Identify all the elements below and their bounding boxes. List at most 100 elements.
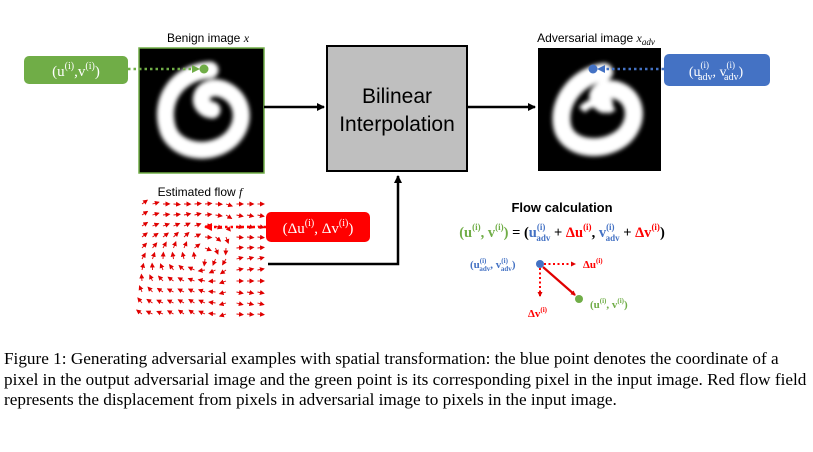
flow-vector xyxy=(225,214,233,220)
flow-vector xyxy=(236,245,244,251)
flow-vector xyxy=(204,201,213,207)
flow-vector xyxy=(222,258,227,266)
flow-vector xyxy=(152,232,159,238)
flow-vector xyxy=(257,245,265,251)
flow-vector xyxy=(214,247,219,255)
flow-vector xyxy=(188,309,195,315)
flow-vector xyxy=(152,200,160,206)
flow-vector xyxy=(198,310,206,316)
flow-equation: (u(i), v(i)) = (u(i) adv + Δu(i), v(i) adv… xyxy=(459,222,665,243)
flow-vector xyxy=(156,299,164,305)
small-blue-point xyxy=(536,260,544,268)
flow-vector xyxy=(204,234,213,240)
flow-vector xyxy=(182,241,188,249)
flow-vector xyxy=(257,234,265,240)
flow-vector xyxy=(183,231,190,238)
flow-vector xyxy=(246,213,255,218)
flow-vector xyxy=(218,279,227,285)
flow-vector xyxy=(177,288,185,294)
flow-vector xyxy=(152,222,160,228)
arrow-flow-to-bilinear xyxy=(268,175,402,266)
flow-vector xyxy=(191,251,197,260)
flow-vector xyxy=(166,299,174,305)
flow-vector xyxy=(173,222,181,228)
flow-vector xyxy=(145,310,153,316)
flow-vector xyxy=(147,286,153,293)
flow-vector xyxy=(236,234,244,240)
flow-vector xyxy=(212,258,217,266)
flow-vector xyxy=(141,242,148,249)
adv-coord-text: (u(i) adv, v(i) adv) xyxy=(689,60,744,83)
flow-vector xyxy=(219,269,227,275)
flow-vector xyxy=(156,287,164,293)
flow-vector xyxy=(166,310,174,315)
bilinear-label-line1: Bilinear xyxy=(362,85,432,108)
flow-vector xyxy=(208,268,216,274)
adversarial-digit xyxy=(552,63,643,157)
flow-vector xyxy=(197,288,206,294)
flow-vector xyxy=(236,267,244,272)
flow-vector xyxy=(150,251,156,260)
flow-vector xyxy=(166,288,174,294)
flow-delta-text: (Δu(i), Δv(i)) xyxy=(283,218,354,237)
flow-vector xyxy=(141,252,146,260)
input-coord-box xyxy=(24,56,128,84)
flow-vector xyxy=(183,222,191,228)
flow-vector xyxy=(157,275,164,282)
du-label: Δu(i) xyxy=(583,257,603,271)
flow-vector xyxy=(236,213,244,218)
flow-vector xyxy=(162,212,171,218)
flow-vector xyxy=(141,221,149,227)
flow-vector xyxy=(257,290,265,295)
flow-vector xyxy=(215,212,223,218)
flow-vector xyxy=(246,311,255,317)
flow-vector xyxy=(194,222,202,228)
flow-vector xyxy=(197,267,206,273)
flow-vector xyxy=(194,211,202,217)
flow-vector xyxy=(141,199,149,205)
flow-vector xyxy=(257,311,265,317)
flow-vector xyxy=(187,266,195,272)
flow-vector xyxy=(197,278,206,283)
flow-field xyxy=(136,199,265,318)
flow-vector xyxy=(236,255,244,261)
flow-vector xyxy=(208,289,216,295)
flow-vector xyxy=(152,242,158,249)
figure-caption: Figure 1: Generating adversarial example… xyxy=(4,349,807,409)
flow-vector xyxy=(177,277,185,282)
flow-vector xyxy=(139,273,145,282)
small-green-point xyxy=(575,295,583,303)
flow-vector xyxy=(215,236,222,242)
flow-vector xyxy=(159,263,165,271)
flow-vector xyxy=(149,274,154,282)
flow-vector xyxy=(218,312,227,318)
flow-vector xyxy=(236,311,244,317)
flow-vector xyxy=(218,290,227,296)
flow-vector xyxy=(246,245,255,251)
diagram: Benign image x (u(i),v(i)) Bilinear Inte… xyxy=(24,31,770,320)
flow-vector xyxy=(172,240,177,249)
flow-vector xyxy=(208,300,216,306)
flow-vector xyxy=(257,213,265,218)
flow-vector xyxy=(173,201,181,207)
small-input-coord: (u(i), v(i)) xyxy=(590,297,628,311)
flow-vector xyxy=(167,276,174,282)
flow-vector xyxy=(246,267,255,272)
flow-vector xyxy=(178,264,185,271)
flow-vector xyxy=(246,234,255,240)
flow-vector xyxy=(194,201,202,207)
blue-point xyxy=(588,64,598,74)
flow-vector xyxy=(257,301,265,307)
flow-vector xyxy=(198,299,206,305)
flow-calc-title: Flow calculation xyxy=(511,200,612,215)
small-adv-coord: (u(i) adv, v(i) adv) xyxy=(470,257,516,273)
flow-vector xyxy=(173,212,181,218)
flow-vector xyxy=(162,241,167,249)
flow-vector xyxy=(246,255,255,261)
flow-vector xyxy=(194,243,201,249)
flow-vector xyxy=(152,211,160,217)
flow-vector xyxy=(202,258,208,267)
flow-vector xyxy=(169,263,175,271)
flow-vector xyxy=(204,246,212,252)
benign-image-label: Benign image x xyxy=(167,31,250,45)
